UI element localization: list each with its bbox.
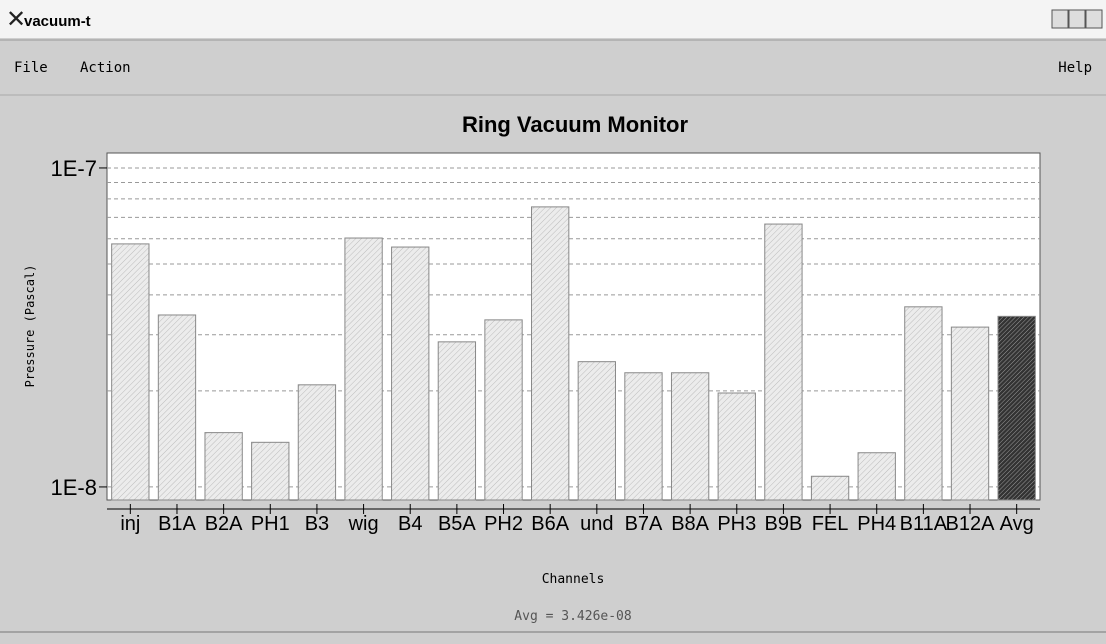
- x-tick-label: PH4: [857, 513, 896, 535]
- plot-area: [106, 152, 1041, 501]
- bar: [111, 243, 150, 501]
- average-readout: Avg = 3.426e-08: [514, 609, 631, 624]
- minimize-button[interactable]: [1051, 9, 1069, 29]
- window-title: vacuum-t: [24, 13, 91, 30]
- x-tick-label: B1A: [158, 513, 196, 535]
- x-tick-label: B11A: [900, 513, 948, 535]
- bar: [204, 432, 243, 501]
- bar: [251, 441, 290, 501]
- bar: [531, 206, 570, 501]
- x-tick-label: B7A: [625, 513, 663, 535]
- menu-action[interactable]: Action: [80, 60, 131, 76]
- x-tick-label: B2A: [205, 513, 243, 535]
- close-button[interactable]: [1085, 9, 1103, 29]
- bar: [344, 237, 383, 501]
- x-tick-label: PH2: [484, 513, 523, 535]
- bar: [437, 341, 477, 501]
- bar: [391, 246, 430, 501]
- x-tick-label: B8A: [671, 513, 709, 535]
- bar: [484, 319, 523, 501]
- x-tick-label: B5A: [438, 513, 476, 535]
- x-tick-label: wig: [348, 513, 379, 535]
- bar: [997, 315, 1036, 501]
- maximize-button[interactable]: [1068, 9, 1086, 29]
- x-tick-label: und: [580, 513, 613, 535]
- x-tick-label: B3: [305, 513, 329, 535]
- x-tick-label: B9B: [765, 513, 803, 535]
- bar: [157, 314, 197, 501]
- x-axis-label: Channels: [542, 572, 605, 587]
- chart-title: Ring Vacuum Monitor: [462, 112, 689, 137]
- bar: [810, 475, 850, 501]
- bar: [717, 392, 756, 501]
- y-tick-label: 1E-8: [51, 475, 97, 500]
- x-tick-label: PH3: [717, 513, 756, 535]
- bar: [577, 361, 616, 501]
- bar: [297, 384, 337, 501]
- bar: [904, 306, 943, 501]
- x-tick-label: inj: [120, 513, 140, 535]
- bar: [624, 372, 663, 501]
- bar: [950, 326, 990, 501]
- y-tick-label: 1E-7: [51, 156, 97, 181]
- x-tick-label: Avg: [1000, 513, 1034, 535]
- bar: [670, 372, 710, 501]
- bar: [764, 223, 803, 501]
- title-bar: [0, 0, 1106, 38]
- y-axis-label: Pressure (Pascal): [23, 265, 37, 388]
- bar: [857, 452, 896, 501]
- x-tick-label: B6A: [531, 513, 569, 535]
- menu-help[interactable]: Help: [1058, 60, 1092, 76]
- x-tick-label: B4: [398, 513, 422, 535]
- x-tick-label: B12A: [946, 513, 996, 535]
- window-controls[interactable]: [1051, 9, 1103, 29]
- x-tick-label: PH1: [251, 513, 290, 535]
- menu-file[interactable]: File: [14, 60, 48, 76]
- app-icon: ✕: [6, 6, 26, 33]
- x-tick-label: FEL: [812, 513, 849, 535]
